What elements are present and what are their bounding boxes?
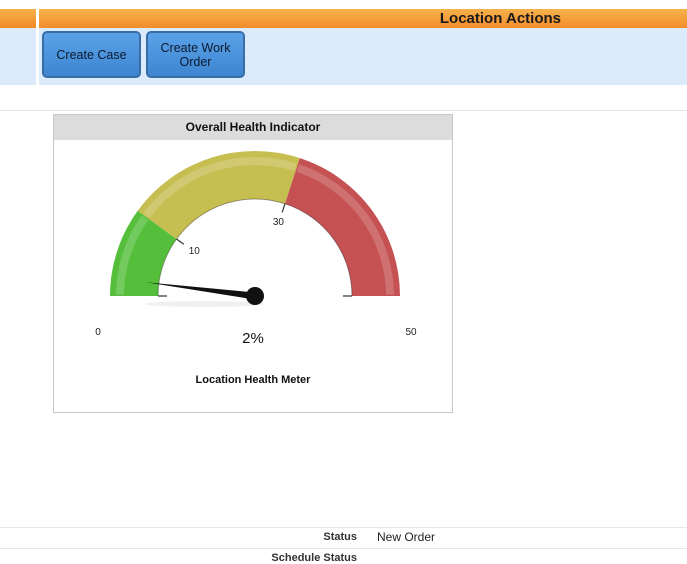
action-bar-left — [0, 28, 36, 85]
header-separator — [36, 9, 39, 85]
gauge-inner-edge — [157, 198, 353, 297]
gauge-band-1 — [137, 151, 300, 239]
page-title: Location Actions — [439, 10, 561, 27]
gauge-caption: Location Health Meter — [195, 374, 311, 386]
gauge-needle — [145, 282, 265, 307]
gauge-band-highlight-1 — [143, 157, 297, 218]
gauge-needle-pointer — [145, 282, 256, 300]
gauge-needle-shadow — [145, 301, 265, 307]
gauge-ticks — [158, 203, 352, 297]
status-label: Status — [323, 531, 357, 543]
create-work-order-button[interactable]: Create Work Order — [146, 31, 245, 78]
gauge-min-label: 0 — [95, 327, 101, 338]
action-bar: Create Case Create Work Order — [39, 28, 687, 85]
create-case-button[interactable]: Create Case — [42, 31, 141, 78]
gauge-needle-hub — [246, 287, 264, 305]
gauge-tick-10 — [176, 238, 185, 245]
gauge-band-highlight-2 — [296, 164, 394, 295]
status-value: New Order — [377, 530, 436, 544]
panel-title: Overall Health Indicator — [54, 115, 452, 140]
gauge-tick-label-30: 30 — [273, 217, 285, 228]
gauge-band-2 — [284, 158, 400, 296]
gauge-band-highlight-0 — [116, 215, 149, 295]
divider-schedule — [0, 548, 687, 549]
header-bar-left — [0, 9, 36, 28]
schedule-status-label: Schedule Status — [271, 552, 357, 564]
divider-status — [0, 527, 687, 528]
gauge-bands — [110, 151, 400, 297]
gauge-tick-30 — [281, 203, 286, 213]
header-bar: Location Actions — [39, 9, 687, 28]
gauge-tick-label-10: 10 — [189, 246, 201, 257]
health-gauge: 0 50 10 30 — [95, 151, 417, 338]
health-indicator-panel: Overall Health Indicator 0 50 10 30 2% L… — [53, 114, 453, 413]
gauge-band-0 — [110, 210, 177, 296]
divider-top — [0, 110, 687, 111]
gauge-max-label: 50 — [405, 327, 417, 338]
gauge-value: 2% — [242, 330, 264, 347]
